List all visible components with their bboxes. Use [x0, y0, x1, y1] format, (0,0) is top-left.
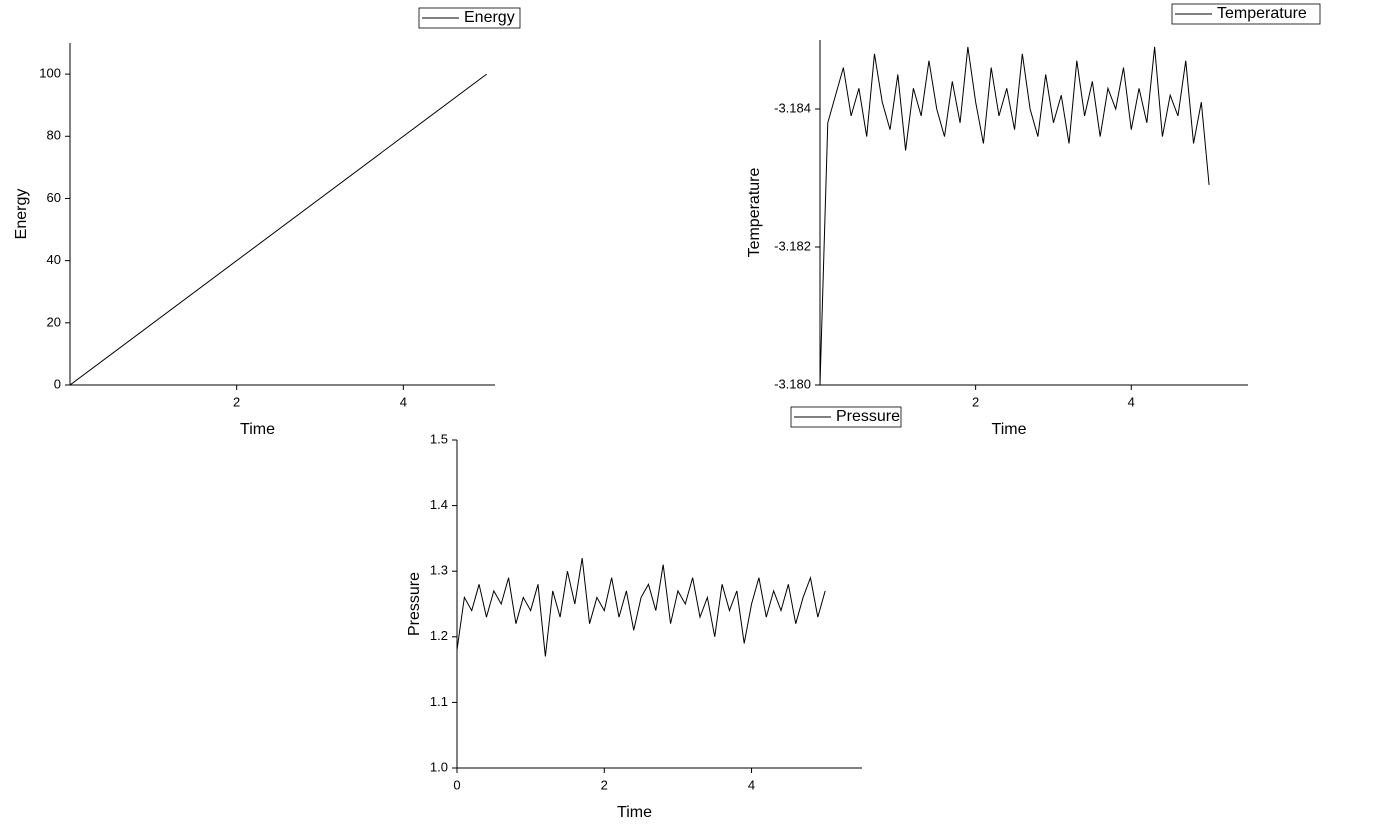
x-axis-label: Time — [992, 421, 1027, 438]
x-tick-label: 2 — [233, 394, 240, 409]
y-tick-label: 1.3 — [430, 563, 448, 578]
y-tick-label: 40 — [47, 252, 61, 267]
y-tick-label: 1.0 — [430, 759, 448, 774]
x-tick-label: 2 — [601, 777, 608, 792]
legend-box — [1171, 3, 1321, 25]
x-tick-label: 4 — [748, 777, 755, 792]
legend-box — [790, 406, 902, 428]
y-tick-label: 80 — [47, 128, 61, 143]
y-tick-label: 100 — [39, 66, 61, 81]
y-tick-label: -3.180 — [774, 376, 811, 391]
data-line — [819, 46, 1210, 386]
y-tick-label: 1.4 — [430, 497, 448, 512]
data-line — [456, 558, 826, 657]
y-tick-label: 1.5 — [430, 431, 448, 446]
legend-label: Energy — [464, 9, 515, 26]
y-tick-label: -3.184 — [774, 100, 811, 115]
x-tick-label: 4 — [400, 394, 407, 409]
x-tick-label: 2 — [972, 394, 979, 409]
x-axis-label: Time — [240, 421, 275, 438]
y-tick-label: 20 — [47, 314, 61, 329]
data-line — [69, 73, 487, 386]
x-tick-label: 0 — [453, 777, 460, 792]
y-tick-label: 1.2 — [430, 628, 448, 643]
y-axis-label: Pressure — [406, 572, 423, 636]
x-axis-label: Time — [617, 804, 652, 821]
x-tick-label: 4 — [1128, 394, 1135, 409]
y-axis-label: Temperature — [746, 167, 763, 257]
y-tick-label: 0 — [54, 376, 61, 391]
legend-box — [418, 7, 521, 29]
legend-label: Temperature — [1217, 5, 1307, 22]
y-tick-label: 1.1 — [430, 694, 448, 709]
legend-label: Pressure — [836, 408, 900, 425]
y-tick-label: 60 — [47, 190, 61, 205]
y-axis-label: Energy — [13, 189, 30, 240]
y-tick-label: -3.182 — [774, 238, 811, 253]
